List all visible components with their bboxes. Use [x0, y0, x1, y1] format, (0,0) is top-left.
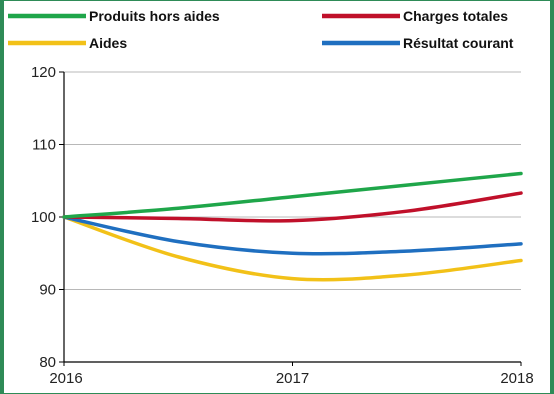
- x-tick-label: 2016: [49, 370, 82, 387]
- y-tick-label: 120: [31, 64, 56, 81]
- y-tick-label: 80: [39, 354, 56, 371]
- series-line-aides: [62, 215, 523, 282]
- legend-label-resultat-courant: Résultat courant: [403, 35, 514, 51]
- y-tick-label: 100: [31, 209, 56, 226]
- x-tick-label: 2018: [500, 370, 533, 387]
- series-line-charges-totales: [62, 191, 523, 223]
- series-line-resultat-courant: [62, 215, 523, 256]
- y-tick-label: 90: [39, 282, 56, 299]
- series-line-produits-hors-aides: [62, 171, 523, 219]
- x-axis: 2016 2017 2018: [49, 361, 534, 387]
- legend-label-aides: Aides: [89, 35, 127, 51]
- legend-label-produits-hors-aides: Produits hors aides: [89, 8, 220, 24]
- legend-label-charges-totales: Charges totales: [403, 8, 508, 24]
- legend: Produits hors aides Charges totales Aides R…: [8, 8, 514, 51]
- x-tick-label: 2017: [276, 370, 309, 387]
- y-tick-label: 110: [32, 137, 56, 154]
- y-axis: 80 90 100 110 120: [31, 64, 65, 371]
- series-lines: [62, 171, 523, 282]
